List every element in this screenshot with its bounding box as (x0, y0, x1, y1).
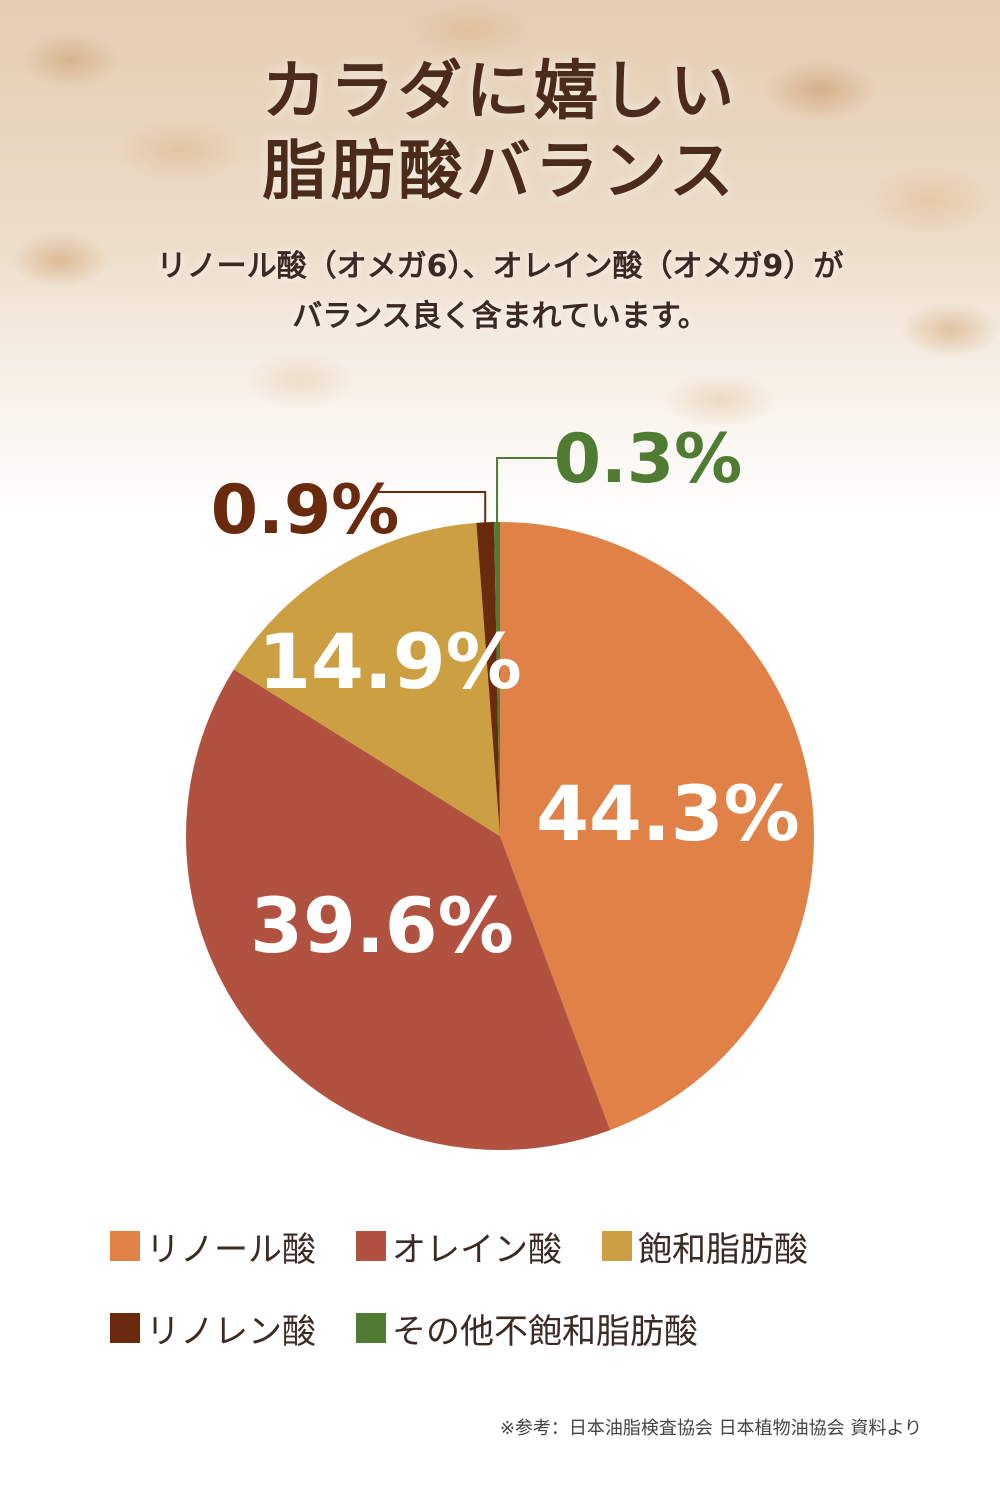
legend-swatch (602, 1231, 632, 1261)
fatty-acid-pie-chart: 44.3%39.6% 14.9% 0.9% 0.3% (185, 420, 815, 1151)
slice-linoleic (500, 522, 815, 1131)
leader-line-linolenic (372, 491, 487, 523)
legend-item-linolenic: リノレン酸 (110, 1304, 316, 1353)
legend-row-2: リノレン酸 その他不飽和脂肪酸 (110, 1300, 970, 1356)
label-linolenic: 0.9% (211, 471, 400, 550)
legend-label: リノール酸 (146, 1229, 316, 1270)
legend-item-saturated: 飽和脂肪酸 (602, 1222, 808, 1271)
title-line-2: 脂肪酸バランス (262, 134, 738, 209)
legend-swatch (110, 1231, 140, 1261)
subtitle-line-2: バランス良く含まれています。 (292, 299, 708, 334)
legend-item-other-unsaturated: その他不飽和脂肪酸 (356, 1304, 698, 1353)
legend-swatch (356, 1231, 386, 1261)
legend-label: その他不飽和脂肪酸 (392, 1311, 698, 1352)
page-subtitle: リノール酸（オメガ6）、オレイン酸（オメガ9）が バランス良く含まれています。 (0, 242, 1000, 342)
page-title: カラダに嬉しい 脂肪酸バランス (0, 52, 1000, 212)
label-saturated: 14.9% (258, 617, 522, 706)
subtitle-line-1: リノール酸（オメガ6）、オレイン酸（オメガ9）が (156, 249, 844, 284)
slice-other-unsaturated (494, 522, 500, 836)
title-line-1: カラダに嬉しい (262, 54, 738, 129)
source-note: ※参考：日本油脂検査協会 日本植物油協会 資料より (499, 1418, 922, 1439)
label-other-unsaturated: 0.3% (554, 420, 743, 499)
chart-legend: リノール酸 オレイン酸 飽和脂肪酸 リノレン酸 その他不飽和脂肪酸 (110, 1218, 970, 1382)
legend-row-1: リノール酸 オレイン酸 飽和脂肪酸 (110, 1218, 970, 1274)
slice-oleic (185, 669, 611, 1151)
legend-label: 飽和脂肪酸 (638, 1229, 808, 1270)
label-oleic: 39.6% (250, 881, 514, 970)
legend-item-oleic: オレイン酸 (356, 1222, 562, 1271)
sesame-seed-background (0, 0, 1000, 520)
legend-swatch (110, 1313, 140, 1343)
legend-swatch (356, 1313, 386, 1343)
legend-item-linoleic: リノール酸 (110, 1222, 316, 1271)
slice-linolenic (476, 522, 500, 836)
label-linoleic: 44.3% (536, 769, 800, 858)
legend-label: オレイン酸 (392, 1229, 562, 1270)
leader-line-other-unsaturated (496, 457, 565, 523)
slice-saturated (233, 522, 500, 836)
legend-label: リノレン酸 (146, 1311, 316, 1352)
